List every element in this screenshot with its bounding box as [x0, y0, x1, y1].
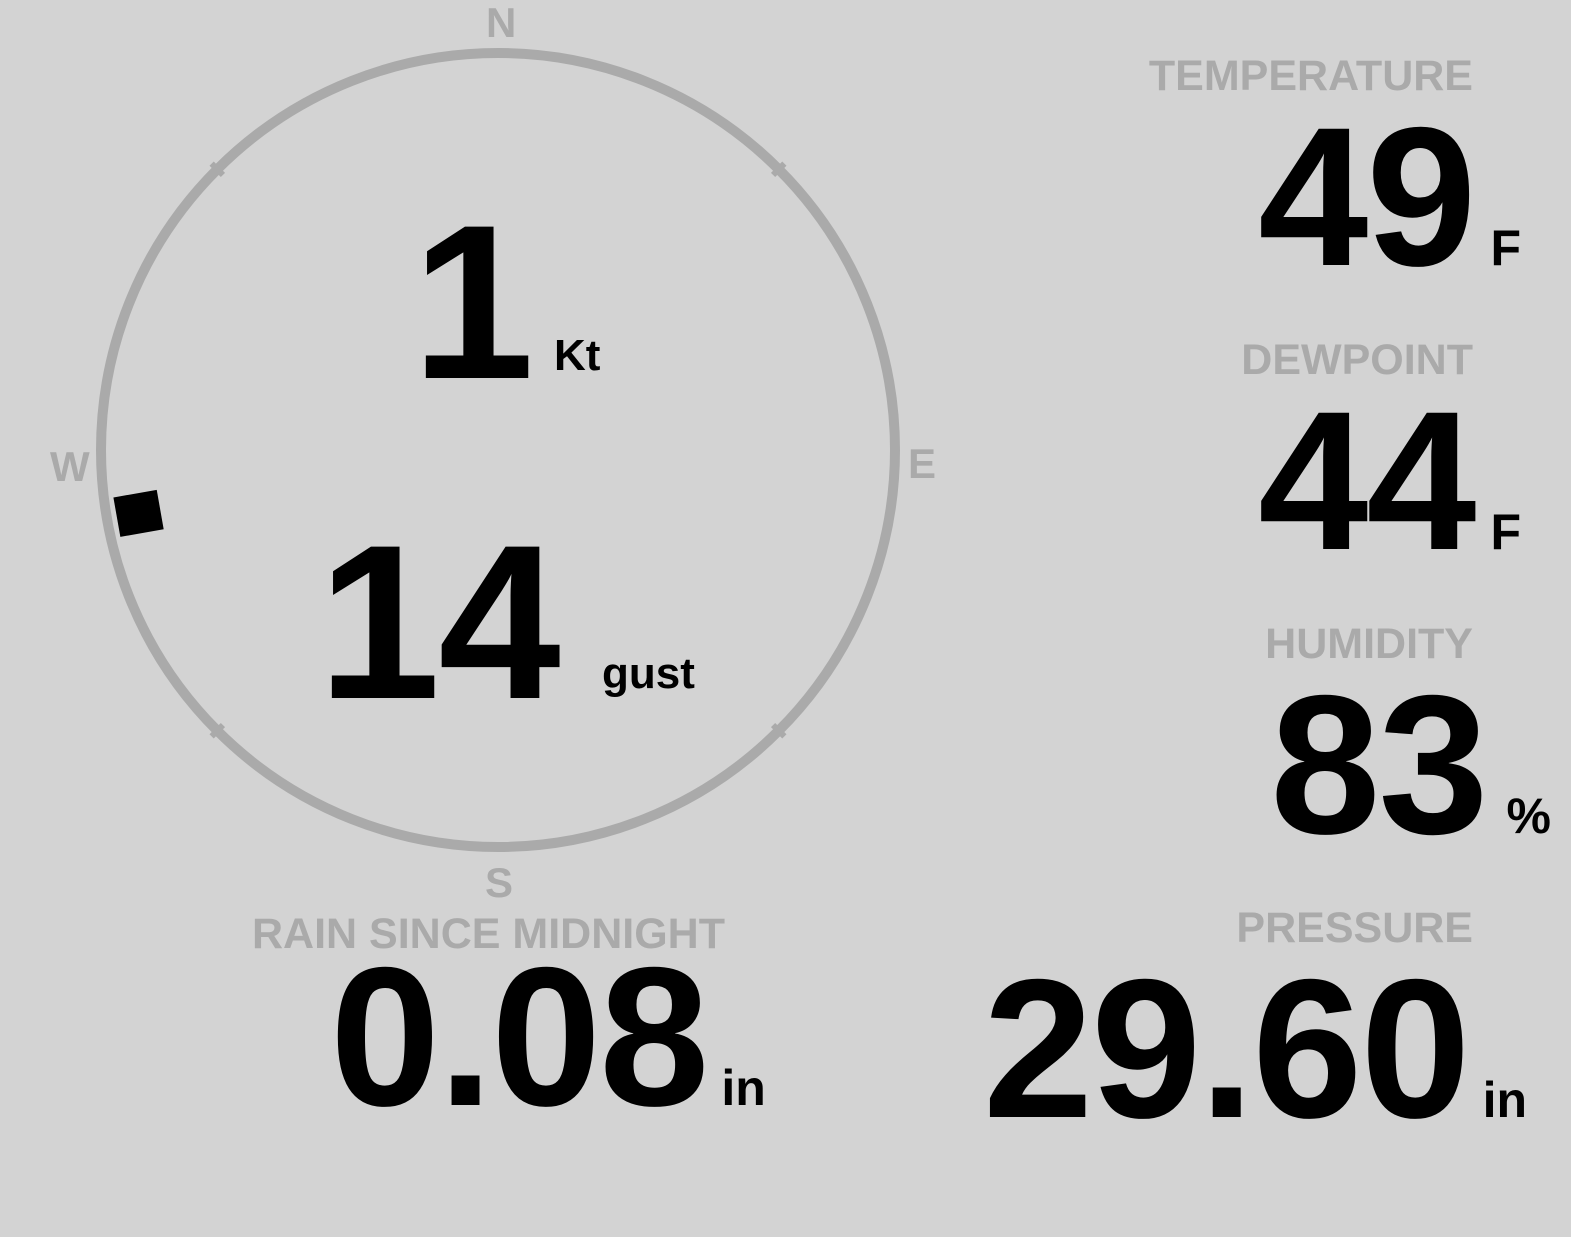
pressure-card: PRESSURE 29.60 in	[983, 907, 1527, 1148]
rain-card: 0.08 in	[330, 938, 766, 1136]
humidity-unit: %	[1506, 788, 1551, 844]
temperature-card: TEMPERATURE 49 F	[1149, 55, 1521, 296]
temperature-unit: F	[1490, 220, 1521, 276]
compass-south-label: S	[485, 859, 514, 906]
humidity-card: HUMIDITY 83%	[1265, 623, 1551, 864]
dewpoint-unit: F	[1490, 504, 1521, 560]
compass-ring	[96, 48, 900, 852]
humidity-label: HUMIDITY	[1265, 620, 1473, 668]
rain-value: 0.08	[330, 926, 709, 1147]
dewpoint-value: 44	[1258, 370, 1476, 591]
humidity-value: 83	[1270, 654, 1488, 875]
wind-speed-unit: Kt	[554, 331, 601, 380]
compass-ticks	[209, 161, 787, 739]
wind-direction-marker-icon	[113, 489, 164, 537]
compass-north-label: N	[486, 0, 517, 46]
rain-unit: in	[721, 1060, 766, 1116]
pressure-value: 29.60	[983, 938, 1470, 1159]
dewpoint-card: DEWPOINT 44 F	[1241, 339, 1521, 580]
pressure-unit: in	[1482, 1072, 1527, 1128]
wind-gust-unit: gust	[602, 649, 695, 698]
compass-tick	[770, 722, 787, 739]
temperature-label: TEMPERATURE	[1148, 52, 1473, 100]
compass-tick	[209, 722, 226, 739]
temperature-value: 49	[1258, 86, 1476, 307]
dewpoint-label: DEWPOINT	[1241, 336, 1473, 384]
compass-west-label: W	[50, 443, 90, 490]
pressure-label: PRESSURE	[1236, 904, 1473, 952]
wind-speed-value: 1	[412, 179, 534, 425]
compass-tick	[770, 161, 787, 178]
compass-east-label: E	[908, 440, 937, 487]
wind-gust-value: 14	[318, 499, 561, 745]
rain-label: RAIN SINCE MIDNIGHT	[252, 910, 725, 958]
compass-tick	[209, 161, 226, 178]
